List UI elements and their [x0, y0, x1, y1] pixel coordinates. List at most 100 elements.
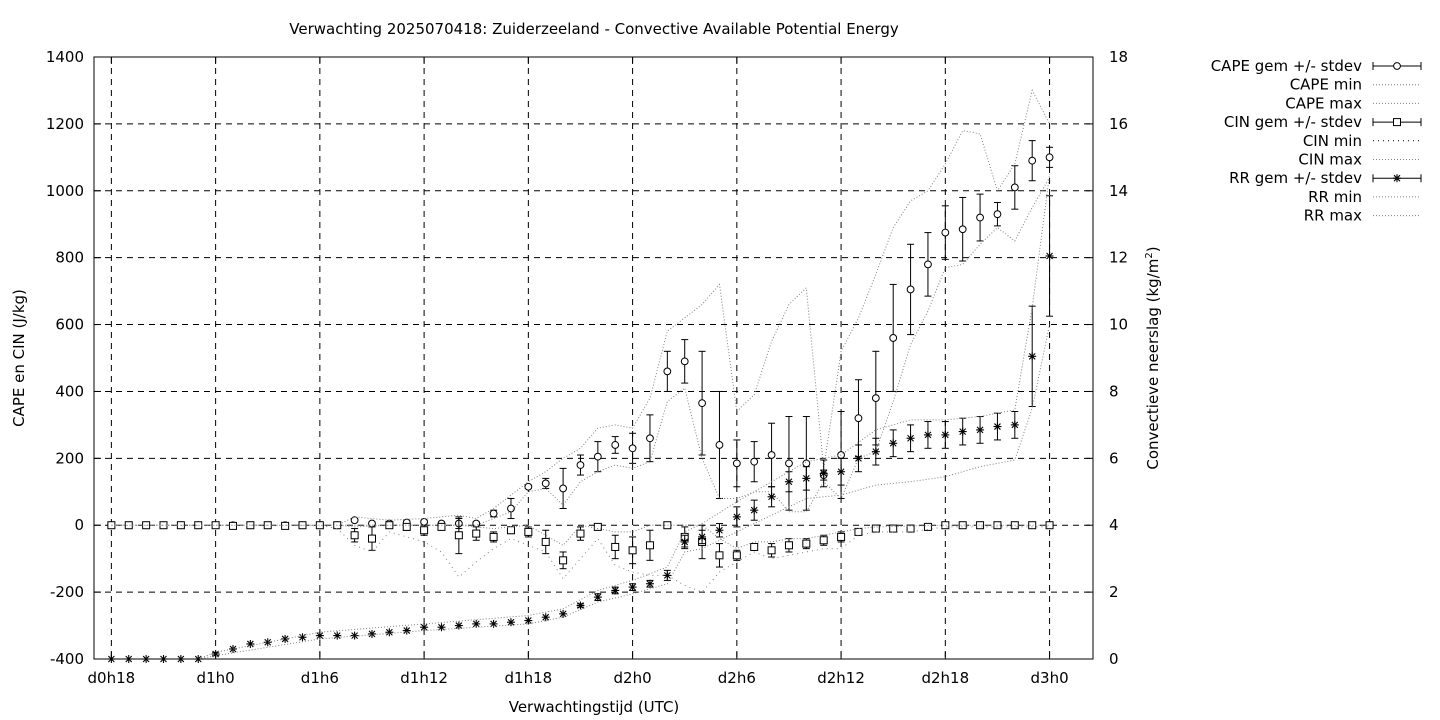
data-point	[923, 522, 932, 531]
star-stroke	[403, 627, 411, 634]
series-cape-min	[111, 177, 1051, 526]
data-point	[715, 441, 724, 449]
star-stroke	[1011, 421, 1019, 429]
legend-item-rr-max: RR max	[1304, 207, 1421, 225]
y-tick-label: 0	[74, 516, 84, 534]
data-point	[350, 631, 359, 640]
data-point	[576, 529, 585, 538]
star-stroke	[420, 623, 428, 631]
y-tick-label: 1200	[46, 115, 84, 133]
data-point	[628, 444, 637, 453]
star-stroke	[316, 632, 324, 639]
data-point	[420, 526, 429, 535]
star-stroke	[385, 628, 393, 636]
legend-label: CIN max	[1298, 151, 1362, 169]
series-cin-min	[111, 524, 1050, 593]
data-point	[107, 521, 116, 530]
data-point	[611, 586, 620, 595]
data-point	[211, 521, 220, 530]
legend-item-cape-max: CAPE max	[1285, 94, 1421, 112]
star-stroke	[490, 620, 497, 628]
data-point	[976, 213, 984, 222]
star-stroke	[976, 426, 984, 434]
x-tick-label: d1h6	[301, 669, 339, 687]
legend-marker	[1393, 62, 1401, 70]
data-point	[837, 532, 846, 541]
data-point	[941, 430, 950, 439]
grid-layer	[94, 57, 1093, 659]
data-point	[732, 551, 741, 560]
y2-tick-label: 0	[1109, 650, 1119, 668]
y-axis-label: CAPE en CIN (J/kg)	[10, 289, 28, 427]
data-point	[784, 477, 793, 486]
series-line	[111, 324, 1051, 660]
series-line	[111, 177, 1051, 526]
legend-item-cape-gem-stdev: CAPE gem +/- stdev	[1211, 57, 1422, 75]
data-point	[454, 531, 463, 540]
star-stroke	[264, 638, 272, 646]
legend-item-cin-min: CIN min	[1303, 132, 1421, 150]
y-tick-label: 1000	[46, 182, 84, 200]
y2-tick-label: 18	[1109, 48, 1128, 66]
star-stroke	[542, 613, 550, 621]
data-point	[628, 583, 637, 592]
data-point	[437, 623, 446, 632]
series-cin-max	[111, 524, 1050, 550]
data-point	[732, 459, 741, 468]
x-tick-label: d1h12	[400, 669, 448, 687]
data-point	[1010, 183, 1019, 192]
data-point	[593, 452, 602, 461]
series-rr-min	[111, 324, 1051, 660]
data-point	[541, 537, 550, 546]
data-point	[1045, 251, 1054, 260]
legend-item-cape-min: CAPE min	[1290, 76, 1421, 94]
data-point	[559, 609, 568, 618]
y2-axis-label: Convectieve neerslag (kg/m2)	[1144, 246, 1162, 469]
legend-symbol	[1372, 62, 1422, 70]
data-point	[837, 467, 846, 476]
star-stroke	[646, 580, 654, 588]
data-point	[646, 434, 654, 443]
star-stroke	[577, 602, 584, 609]
data-point	[524, 482, 533, 491]
star-stroke	[1028, 352, 1036, 360]
data-point	[750, 542, 759, 551]
data-point	[489, 509, 498, 518]
legend-item-cin-max: CIN max	[1298, 151, 1421, 169]
data-point	[611, 441, 620, 449]
data-point	[611, 542, 620, 551]
y2-tick-label: 16	[1109, 115, 1128, 133]
star-stroke	[455, 622, 463, 629]
data-point	[941, 228, 950, 237]
data-point	[402, 522, 411, 531]
legend-label: CAPE max	[1285, 94, 1362, 112]
data-point	[802, 474, 811, 483]
data-point	[628, 546, 637, 555]
series-line	[111, 524, 1050, 593]
data-point	[993, 422, 1002, 431]
data-point	[680, 357, 689, 366]
y2-tick-label: 2	[1109, 583, 1119, 601]
data-point	[871, 524, 880, 533]
star-stroke	[994, 423, 1001, 430]
data-point	[281, 634, 290, 643]
legend-item-cin-gem-stdev: CIN gem +/- stdev	[1224, 113, 1422, 131]
legend-symbol	[1372, 174, 1422, 183]
data-point	[1010, 420, 1019, 429]
data-point	[576, 461, 585, 469]
data-point	[698, 399, 706, 408]
y2-tick-label: 10	[1109, 316, 1128, 334]
star-stroke	[611, 587, 619, 594]
legend-label: CIN min	[1303, 132, 1362, 150]
data-point	[715, 526, 724, 535]
data-point	[732, 512, 741, 521]
series-rr-max	[111, 174, 1051, 660]
data-point	[124, 521, 133, 530]
data-point	[472, 619, 481, 628]
data-point	[472, 519, 481, 528]
plot-frame	[93, 56, 1094, 660]
legend-label: RR min	[1308, 188, 1362, 206]
x-tick-label: d2h0	[614, 669, 652, 687]
star-stroke	[924, 431, 932, 439]
star-stroke	[889, 439, 897, 447]
